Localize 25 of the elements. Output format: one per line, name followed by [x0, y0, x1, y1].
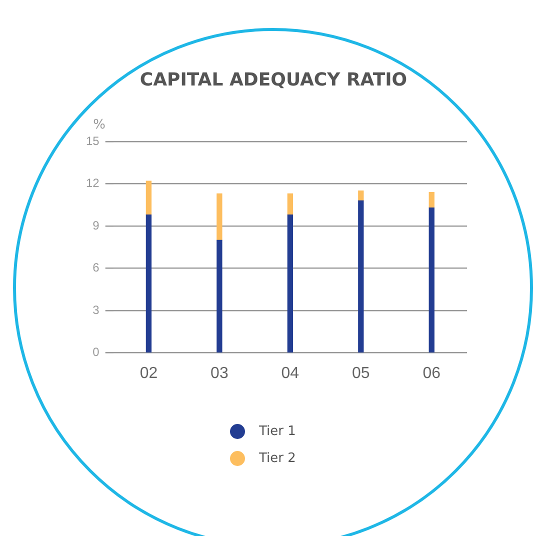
- chart-title: CAPITAL ADEQUACY RATIO: [140, 69, 408, 90]
- x-tick-label: 06: [422, 364, 441, 382]
- bar: [146, 214, 152, 352]
- y-tick-label: 0: [92, 345, 100, 360]
- y-tick-label: 9: [92, 218, 100, 232]
- bar: [287, 214, 294, 352]
- legend-label: Tier 1: [259, 424, 296, 439]
- bar: [358, 200, 364, 352]
- x-tick-label: 03: [210, 364, 228, 382]
- x-tick-label: 05: [352, 364, 370, 382]
- x-tick-label: 04: [281, 364, 300, 382]
- y-tick-label: 3: [92, 302, 100, 317]
- y-tick-label: 15: [86, 134, 100, 148]
- bar: [428, 192, 434, 208]
- bar: [358, 190, 364, 202]
- bar: [216, 193, 222, 240]
- y-tick-label: 6: [92, 260, 100, 275]
- legend-label: Tier 2: [259, 451, 296, 466]
- y-axis-title: %: [93, 117, 106, 132]
- bar: [146, 180, 152, 216]
- bar: [216, 240, 222, 352]
- y-tick-label: 12: [86, 176, 100, 190]
- x-tick-label: 02: [140, 364, 158, 382]
- bar: [428, 207, 434, 352]
- bar: [287, 193, 294, 216]
